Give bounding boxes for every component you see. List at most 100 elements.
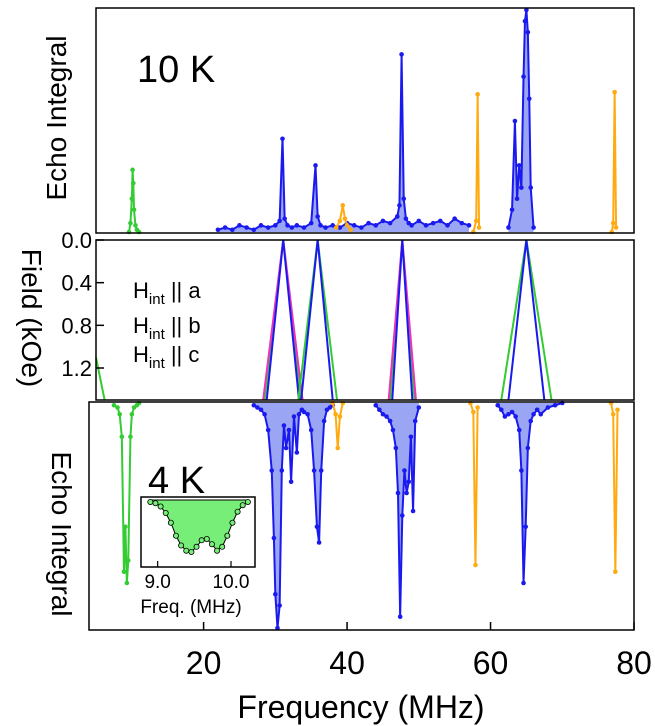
- data-point: [473, 218, 479, 224]
- data-point: [314, 524, 320, 530]
- inset-point: [229, 519, 236, 526]
- data-point: [466, 223, 472, 228]
- data-point: [516, 163, 522, 168]
- data-point: [279, 468, 285, 473]
- data-point: [323, 225, 328, 230]
- data-point: [408, 434, 414, 440]
- data-point: [509, 207, 515, 213]
- data-point: [552, 402, 558, 408]
- data-point: [380, 411, 386, 417]
- data-point: [401, 196, 407, 201]
- data-point: [438, 218, 443, 224]
- data-point: [402, 468, 407, 473]
- inset-x-axis-label: Freq. (MHz): [140, 597, 241, 618]
- data-point: [131, 207, 137, 213]
- data-point: [117, 411, 122, 417]
- data-point: [115, 405, 120, 410]
- top-plot-area: [126, 7, 619, 235]
- series-line: [496, 402, 563, 584]
- data-point: [215, 227, 221, 233]
- bottom-y-axis-label: Echo Integral: [46, 452, 77, 617]
- data-point: [337, 414, 343, 419]
- bottom-temperature-label: 4 K: [148, 460, 205, 502]
- middle-legend: Hint || a Hint || b Hint || c: [133, 278, 201, 372]
- inset-x-ticks: 9.0 10.0: [144, 561, 249, 593]
- data-point: [525, 445, 531, 451]
- data-point: [121, 569, 127, 575]
- data-point: [373, 223, 379, 228]
- data-point: [397, 203, 402, 208]
- data-point: [330, 223, 336, 228]
- top-temperature-label: 10 K: [137, 49, 215, 91]
- data-point: [416, 405, 422, 410]
- data-point: [377, 407, 382, 413]
- data-point: [123, 524, 128, 530]
- data-point: [334, 225, 339, 230]
- data-point: [359, 225, 364, 230]
- bottom-plot-area: [111, 400, 620, 631]
- data-point: [495, 402, 501, 408]
- x-tick-label: 20: [186, 645, 222, 681]
- inset-point: [214, 547, 221, 554]
- inset-plot-area: [147, 498, 251, 556]
- inset-point: [244, 498, 251, 505]
- data-point: [512, 118, 518, 124]
- data-point: [519, 185, 524, 190]
- data-point: [128, 220, 133, 226]
- data-point: [397, 614, 403, 620]
- data-point: [610, 220, 616, 226]
- data-point: [412, 418, 418, 424]
- x-axis-ticks: 20 40 60 80: [186, 622, 652, 681]
- inset-x-tick-label: 9.0: [144, 572, 170, 593]
- data-point: [409, 223, 414, 228]
- data-point: [423, 223, 429, 228]
- inset-point: [193, 543, 200, 550]
- data-point: [282, 216, 287, 221]
- inset-point: [162, 509, 169, 516]
- data-point: [534, 407, 540, 413]
- series-line: [331, 402, 344, 449]
- data-point: [545, 405, 551, 410]
- series-fill: [375, 403, 419, 617]
- data-point: [269, 468, 275, 473]
- series-line: [469, 402, 479, 566]
- data-point: [613, 225, 619, 230]
- data-point: [404, 490, 409, 496]
- data-point: [380, 218, 386, 224]
- data-point: [459, 220, 465, 226]
- inset-point: [178, 542, 185, 549]
- inset-chart: 9.0 10.0 Freq. (MHz): [140, 496, 256, 618]
- data-point: [129, 196, 135, 201]
- data-point: [476, 225, 482, 230]
- data-point: [262, 411, 267, 417]
- y-tick-label: 0.0: [61, 228, 92, 253]
- data-point: [475, 92, 480, 97]
- data-point: [296, 411, 302, 417]
- data-point: [524, 7, 529, 13]
- data-point: [277, 603, 282, 608]
- inset-point: [172, 532, 179, 539]
- data-point: [340, 203, 346, 208]
- data-point: [390, 427, 396, 433]
- data-point: [265, 427, 271, 433]
- data-point: [281, 423, 287, 428]
- legend-entry-b: Hint || b: [133, 313, 201, 343]
- data-point: [387, 220, 393, 226]
- data-point: [373, 402, 379, 408]
- data-point: [301, 409, 307, 415]
- top-y-axis-label: Echo Integral: [41, 36, 72, 201]
- middle-panel-frame: [95, 239, 635, 401]
- series-fill: [508, 10, 534, 232]
- inset-point: [224, 532, 231, 539]
- data-point: [526, 96, 532, 102]
- series-line: [500, 239, 553, 401]
- middle-y-ticks: 0.0 0.4 0.8 1.2: [61, 228, 104, 381]
- data-point: [399, 52, 404, 57]
- y-tick-label: 0.4: [61, 271, 92, 296]
- data-point: [273, 223, 278, 228]
- series-line: [472, 94, 481, 233]
- data-point: [366, 220, 371, 226]
- data-point: [318, 468, 324, 473]
- data-point: [305, 411, 310, 417]
